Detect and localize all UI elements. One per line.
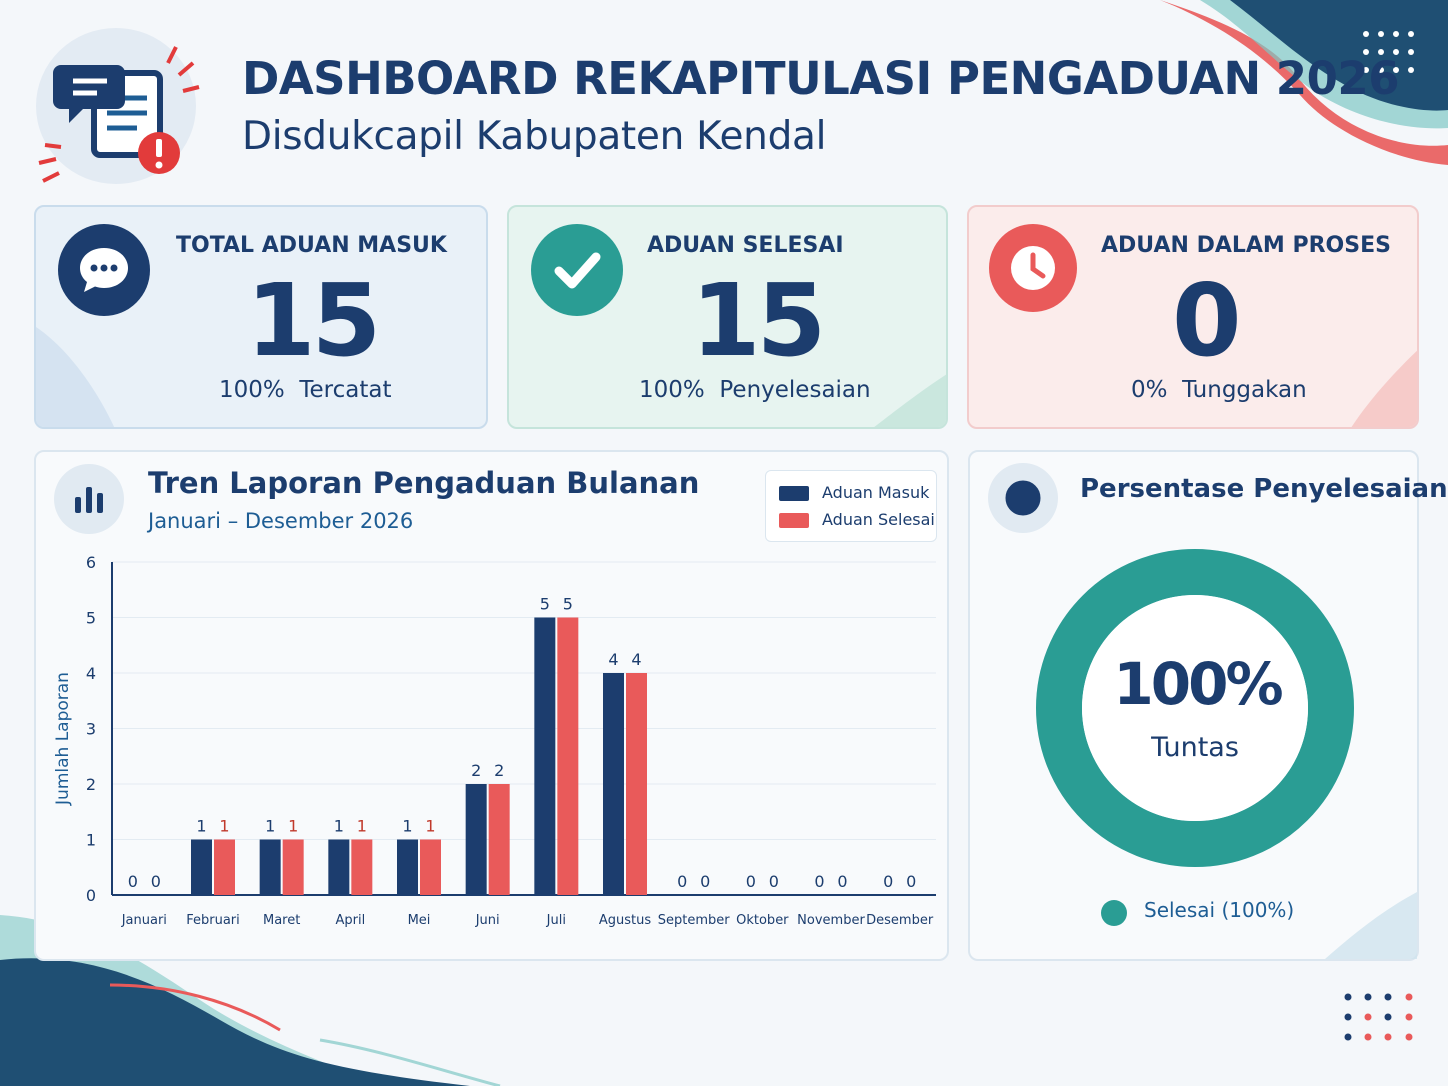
bar-aduan-selesai: [214, 839, 235, 895]
bar-aduan-selesai: [488, 784, 510, 895]
data-label: 1: [288, 817, 298, 836]
data-label: 0: [746, 872, 756, 891]
data-label: 0: [151, 872, 161, 891]
y-axis-label: Jumlah Laporan: [53, 672, 73, 806]
card-value: 0: [1172, 262, 1242, 379]
data-label: 0: [883, 872, 893, 891]
y-tick-label: 6: [86, 553, 96, 572]
x-tick-label: Januari: [121, 913, 167, 928]
y-tick-label: 1: [86, 831, 96, 850]
data-label: 0: [837, 872, 847, 891]
page-title: DASHBOARD REKAPITULASI PENGADUAN 2026: [242, 52, 1400, 105]
bottom-right-dot-grid-decoration: [1344, 993, 1413, 1041]
donut-center-value: 100%: [1113, 650, 1282, 718]
data-label: 1: [334, 817, 344, 836]
card-subtitle: 0% Tunggakan: [1131, 377, 1307, 403]
chat-bubble-icon: [58, 224, 150, 316]
dashboard-header: DASHBOARD REKAPITULASI PENGADUAN 2026 Di…: [0, 0, 1448, 190]
bar-aduan-selesai: [282, 839, 304, 895]
data-label: 5: [540, 595, 550, 614]
bar-aduan-masuk: [191, 839, 212, 895]
check-icon: [531, 224, 623, 316]
y-tick-label: 5: [86, 609, 96, 628]
card-value: 15: [246, 262, 381, 379]
bar-aduan-selesai: [626, 673, 647, 895]
data-label: 0: [677, 872, 687, 891]
data-label: 0: [906, 872, 916, 891]
data-label: 0: [814, 872, 824, 891]
bar-aduan-masuk: [397, 839, 418, 895]
card-subtitle: 100% Tercatat: [219, 377, 392, 403]
bar-aduan-masuk: [328, 839, 350, 895]
complaint-document-logo-icon: [36, 28, 200, 184]
card-subtitle: 100% Penyelesaian: [639, 377, 871, 403]
pie-title: Persentase Penyelesaian: [1080, 474, 1448, 504]
bar-aduan-selesai: [420, 839, 441, 895]
bar-aduan-masuk: [603, 673, 624, 895]
completion-percentage-panel: Persentase Penyelesaian 100% Tuntas Seles…: [968, 450, 1448, 961]
x-tick-label: Oktober: [736, 913, 789, 928]
data-label: 0: [128, 872, 138, 891]
in-process-complaints-card: ADUAN DALAM PROSES 0 0% Tunggakan: [967, 205, 1419, 429]
pie-chart-icon: [988, 463, 1058, 533]
bar-chart-icon: [54, 464, 124, 534]
data-label: 1: [425, 817, 435, 836]
data-label: 2: [471, 761, 481, 780]
x-tick-label: November: [797, 913, 865, 928]
data-label: 1: [357, 817, 367, 836]
legend-swatch: [779, 486, 809, 501]
donut-hole: [1082, 595, 1308, 821]
x-tick-label: Mei: [408, 913, 431, 928]
x-tick-label: Juni: [475, 913, 500, 928]
data-label: 4: [608, 650, 618, 669]
x-tick-label: Desember: [866, 913, 934, 928]
x-tick-label: Maret: [263, 913, 300, 928]
x-tick-label: April: [335, 913, 365, 928]
bar-aduan-masuk: [259, 839, 281, 895]
data-label: 1: [219, 817, 229, 836]
data-label: 4: [631, 650, 641, 669]
bar-aduan-selesai: [351, 839, 373, 895]
card-title: ADUAN DALAM PROSES: [1101, 233, 1391, 258]
y-tick-label: 0: [86, 886, 96, 905]
x-tick-label: September: [658, 913, 731, 928]
legend-label: Selesai (100%): [1144, 898, 1295, 922]
data-label: 0: [769, 872, 779, 891]
y-tick-label: 2: [86, 775, 96, 794]
y-tick-label: 4: [86, 664, 96, 683]
donut-center-label: Tuntas: [1150, 732, 1239, 763]
clock-icon: [989, 224, 1077, 312]
card-value: 15: [691, 262, 826, 379]
page-subtitle: Disdukcapil Kabupaten Kendal: [242, 114, 827, 159]
completion-donut-chart: 100% Tuntas: [1036, 549, 1354, 867]
legend-swatch: [779, 513, 809, 528]
bar-aduan-masuk: [465, 784, 487, 895]
legend-label: Aduan Selesai: [822, 510, 935, 529]
data-label: 5: [563, 595, 573, 614]
data-label: 0: [700, 872, 710, 891]
chart-legend: Aduan Masuk Aduan Selesai: [765, 470, 937, 542]
x-tick-label: Agustus: [599, 913, 651, 928]
chart-subtitle: Januari – Desember 2026: [148, 509, 414, 533]
donut-slice-selesai: [1036, 549, 1354, 867]
chart-title: Tren Laporan Pengaduan Bulanan: [148, 466, 700, 500]
data-label: 2: [494, 761, 504, 780]
data-label: 1: [402, 817, 412, 836]
data-label: 1: [265, 817, 275, 836]
legend-swatch: [1101, 900, 1127, 926]
card-title: TOTAL ADUAN MASUK: [176, 233, 447, 258]
card-title: ADUAN SELESAI: [647, 233, 844, 258]
bar-aduan-masuk: [534, 617, 556, 895]
total-complaints-card: TOTAL ADUAN MASUK 15 100% Tercatat: [34, 205, 488, 429]
completed-complaints-card: ADUAN SELESAI 15 100% Penyelesaian: [507, 205, 948, 429]
data-label: 1: [196, 817, 206, 836]
x-tick-label: Februari: [186, 913, 240, 928]
monthly-trend-panel: Tren Laporan Pengaduan Bulanan Januari –…: [34, 450, 949, 961]
legend-label: Aduan Masuk: [822, 483, 930, 502]
y-tick-label: 3: [86, 720, 96, 739]
x-tick-label: Juli: [546, 913, 566, 928]
bar-aduan-selesai: [557, 617, 579, 895]
